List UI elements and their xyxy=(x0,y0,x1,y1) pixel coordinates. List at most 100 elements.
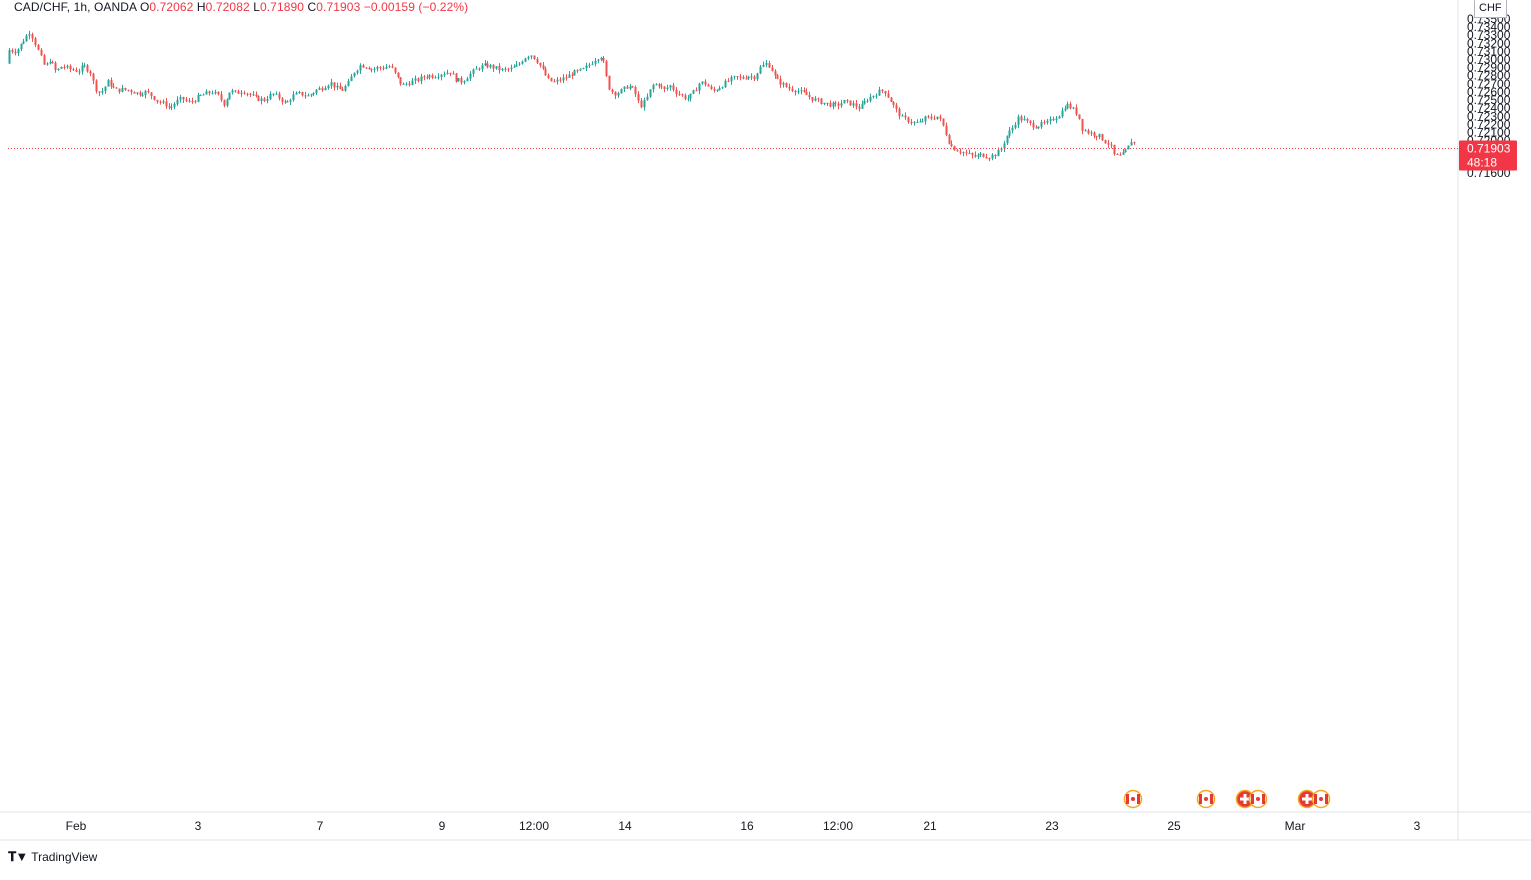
candle-body xyxy=(849,100,852,106)
candle-body xyxy=(57,68,60,70)
candle-body xyxy=(1003,143,1006,149)
brand[interactable]: 𝐓▼ TradingView xyxy=(8,849,97,865)
candle-body xyxy=(420,76,423,82)
candle-body xyxy=(156,99,159,102)
candle-body xyxy=(805,91,808,96)
candle-body xyxy=(60,67,63,69)
canada-flag-icon[interactable] xyxy=(1123,789,1143,809)
candle-body xyxy=(333,82,336,88)
candle-body xyxy=(600,57,603,60)
candle-body xyxy=(707,84,710,87)
price-tick-label: 0.72300 xyxy=(1467,109,1511,123)
candle-body xyxy=(431,75,434,78)
time-tick-label: 12:00 xyxy=(823,819,853,833)
candle-body xyxy=(1046,120,1049,123)
candle-body xyxy=(611,89,614,93)
candle-body xyxy=(179,97,182,100)
candle-body xyxy=(858,106,861,109)
candle-body xyxy=(927,116,930,118)
candle-body xyxy=(1023,118,1026,121)
candle-body xyxy=(14,51,17,54)
candle-body xyxy=(846,100,849,102)
chart-frame xyxy=(0,0,1531,841)
candle-body xyxy=(629,86,632,89)
candle-body xyxy=(107,80,110,87)
candle-body xyxy=(808,95,811,98)
candle-body xyxy=(362,65,365,68)
candle-body xyxy=(382,67,385,69)
candle-body xyxy=(730,76,733,82)
candle-body xyxy=(950,143,953,147)
candle-body xyxy=(318,88,321,90)
candle-body xyxy=(460,78,463,83)
candle-body xyxy=(211,93,214,95)
time-tick-label: 21 xyxy=(923,819,937,833)
candle-body xyxy=(663,86,666,90)
candle-body xyxy=(971,153,974,155)
candle-body xyxy=(869,96,872,101)
candle-body xyxy=(202,94,205,96)
candle-body xyxy=(544,68,547,76)
candle-body xyxy=(695,90,698,92)
candle-body xyxy=(727,80,730,82)
canada-flag-icon[interactable] xyxy=(1248,789,1268,809)
candle-body xyxy=(924,116,927,122)
candle-body xyxy=(919,121,922,123)
candle-body xyxy=(25,35,28,42)
candle-body xyxy=(121,87,124,92)
time-tick-label: 12:00 xyxy=(519,819,549,833)
candle-body xyxy=(339,85,342,90)
candle-body xyxy=(890,97,893,103)
candle-body xyxy=(768,63,771,68)
candle-body xyxy=(504,68,507,70)
candle-body xyxy=(115,87,118,89)
candle-body xyxy=(173,103,176,107)
time-axis[interactable]: Feb 3 7 9 12:00 14 16 12:00 21 23 25 Mar 3 xyxy=(66,819,1421,833)
candle-body xyxy=(315,89,318,94)
candle-body xyxy=(562,77,565,81)
candle-body xyxy=(147,90,150,93)
canada-flag-icon[interactable] xyxy=(1311,789,1331,809)
candle-body xyxy=(89,71,92,74)
candle-body xyxy=(278,93,281,99)
candle-body xyxy=(895,104,898,109)
candle-body xyxy=(223,100,226,106)
candle-body xyxy=(640,100,643,108)
candle-body xyxy=(301,91,304,96)
currency-label[interactable]: CHF xyxy=(1474,0,1507,18)
candle-body xyxy=(176,99,179,104)
symbol-title[interactable]: CAD/CHF, 1h, OANDA xyxy=(14,0,137,14)
candle-body xyxy=(736,76,739,78)
candle-body xyxy=(1110,144,1113,146)
candle-body xyxy=(718,88,721,91)
candle-body xyxy=(634,87,637,95)
candle-body xyxy=(913,122,916,124)
candle-body xyxy=(449,72,452,74)
candle-body xyxy=(800,90,803,92)
close-value: 0.71903 xyxy=(316,0,361,14)
open-value: 0.72062 xyxy=(149,0,194,14)
candle-body xyxy=(118,88,121,92)
candle-body xyxy=(136,92,139,94)
candle-body xyxy=(594,60,597,64)
candle-body xyxy=(953,146,956,151)
candle-body xyxy=(1130,142,1133,146)
candle-body xyxy=(826,102,829,104)
candle-body xyxy=(486,63,489,68)
candle-body xyxy=(985,156,988,159)
candle-body xyxy=(1055,118,1058,121)
tradingview-logo-icon: 𝐓▼ xyxy=(8,849,28,864)
candle-body xyxy=(417,78,420,82)
candle-body xyxy=(336,85,339,88)
price-tick-label: 0.72100 xyxy=(1467,125,1511,139)
price-tick-label: 0.73000 xyxy=(1467,53,1511,67)
candle-body xyxy=(518,63,521,65)
canada-flag-icon[interactable] xyxy=(1196,789,1216,809)
time-tick-label: 7 xyxy=(317,819,324,833)
candle-body xyxy=(539,62,542,66)
time-tick-label: Feb xyxy=(66,819,87,833)
candle-body xyxy=(385,67,388,69)
candle-body xyxy=(1087,130,1090,134)
